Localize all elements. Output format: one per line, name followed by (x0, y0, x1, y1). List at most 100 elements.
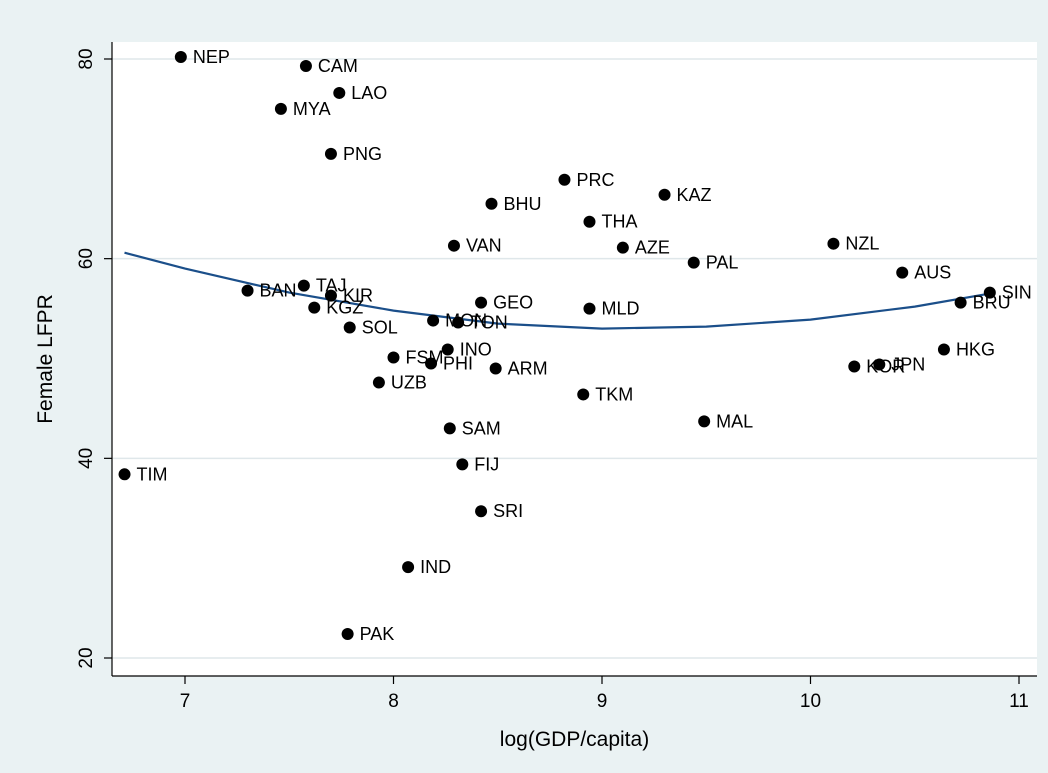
data-point (848, 360, 861, 373)
point-label: KGZ (326, 298, 363, 318)
data-point (447, 239, 460, 252)
data-point (937, 343, 950, 356)
fit-line (124, 251, 990, 330)
data-point (896, 266, 909, 279)
point-labels-group: NEP CAM LAO MYA PNG PRC KAZ BHU THA NZL VAN AZE PAL A… (137, 47, 1032, 644)
point-label: FIJ (474, 454, 499, 474)
point-label: LAO (351, 83, 387, 103)
point-label: KIR (343, 286, 373, 306)
point-label: KAZ (677, 185, 712, 205)
point-label: MYA (293, 99, 331, 119)
point-label: SRI (493, 501, 523, 521)
point-label: TIM (137, 464, 168, 484)
plot-background (112, 42, 1037, 676)
point-label: NEP (193, 47, 230, 67)
point-label: TKM (595, 384, 633, 404)
x-tick-label: 8 (388, 691, 399, 712)
point-label: HKG (956, 340, 995, 360)
data-point (485, 197, 498, 210)
data-point (441, 343, 454, 356)
point-label: PHI (443, 353, 473, 373)
point-label: TAJ (316, 276, 347, 296)
data-point (558, 173, 571, 186)
data-point (324, 147, 337, 160)
gridlines (112, 58, 1037, 659)
y-tick-label: 80 (76, 48, 97, 69)
point-label: MON (445, 311, 487, 331)
y-axis-title: Female LFPR (34, 294, 57, 424)
data-point (341, 628, 354, 641)
data-point (443, 422, 456, 435)
point-label: FSM (406, 348, 444, 368)
data-point (456, 458, 469, 471)
data-point (425, 357, 438, 370)
point-label: NZL (845, 234, 879, 254)
point-label: ARM (508, 358, 548, 378)
fit-line-group (124, 251, 990, 330)
data-point (308, 301, 321, 314)
data-point (687, 256, 700, 269)
data-point (274, 102, 287, 115)
data-point (452, 316, 465, 329)
point-label: SIN (1002, 283, 1032, 303)
x-tick-label: 7 (180, 691, 191, 712)
point-label: UZB (391, 372, 427, 392)
point-label: SAM (462, 418, 501, 438)
point-label: TON (470, 313, 508, 333)
x-axis-title: log(GDP/capita) (500, 728, 649, 751)
data-point (372, 376, 385, 389)
data-point (475, 505, 488, 518)
point-label: CAM (318, 56, 358, 76)
point-label: IND (420, 557, 451, 577)
point-label: KOR (866, 356, 905, 376)
point-label: PNG (343, 144, 382, 164)
point-label: PRC (576, 170, 614, 190)
data-point (402, 561, 415, 574)
data-point (827, 237, 840, 250)
point-label: PAL (706, 253, 739, 273)
data-point (983, 286, 996, 299)
x-tick-label: 11 (1009, 691, 1029, 712)
data-point (577, 388, 590, 401)
axes: 20 40 60 80 7 8 9 10 11 (76, 42, 1037, 712)
data-point (583, 302, 596, 315)
data-point (954, 296, 967, 309)
data-point (241, 284, 254, 297)
data-point (583, 215, 596, 228)
point-label: JPN (891, 354, 925, 374)
y-tick-label: 40 (76, 448, 97, 469)
point-label: THA (601, 212, 637, 232)
data-point (427, 314, 440, 327)
data-point (698, 415, 711, 428)
x-tick-label: 9 (597, 691, 608, 712)
point-label: BRU (973, 293, 1011, 313)
data-point (658, 188, 671, 201)
point-label: BAN (260, 281, 297, 301)
data-point (387, 351, 400, 364)
point-label: MLD (601, 299, 639, 319)
point-label: BHU (503, 194, 541, 214)
x-tick-label: 10 (800, 691, 821, 712)
data-point (324, 289, 337, 302)
y-tick-label: 60 (76, 248, 97, 269)
data-point (297, 279, 310, 292)
data-point (489, 362, 502, 375)
points-group (118, 51, 996, 641)
point-label: SOL (362, 318, 398, 338)
data-point (475, 296, 488, 309)
data-point (174, 51, 187, 64)
y-tick-label: 20 (76, 647, 97, 668)
data-point (343, 321, 356, 334)
point-label: GEO (493, 293, 533, 313)
point-label: PAK (360, 624, 395, 644)
data-point (616, 241, 629, 254)
data-point (299, 59, 312, 72)
data-point (118, 468, 131, 481)
data-point (333, 86, 346, 99)
point-label: AZE (635, 238, 670, 258)
point-label: INO (460, 340, 492, 360)
point-label: MAL (716, 411, 753, 431)
point-label: AUS (914, 263, 951, 283)
data-point (873, 358, 886, 371)
